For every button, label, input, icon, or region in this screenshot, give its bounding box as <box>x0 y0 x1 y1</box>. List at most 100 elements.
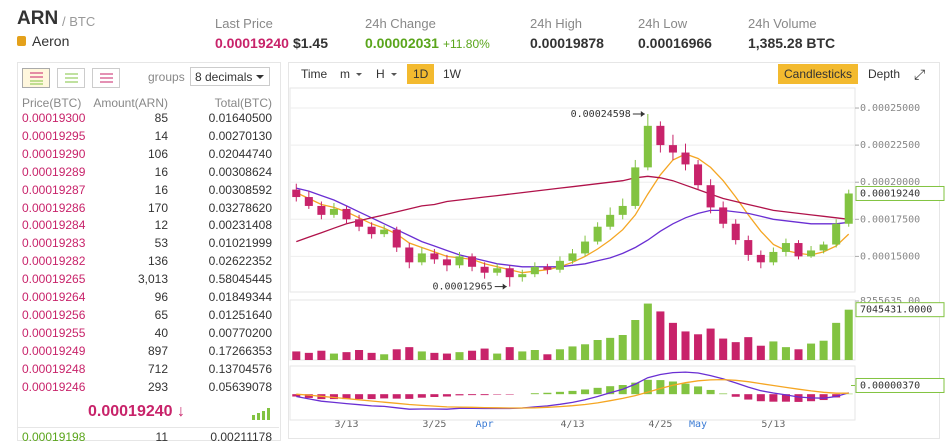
volume-bar <box>719 339 727 360</box>
x-tick-label: 3/13 <box>334 419 358 430</box>
stat-extra: +11.80% <box>443 37 490 51</box>
ask-price: 0.00019246 <box>22 380 85 394</box>
ask-total: 0.00270130 <box>209 129 272 143</box>
macd-bar <box>769 394 777 402</box>
candle-body <box>342 209 350 219</box>
volume-bar <box>380 354 388 360</box>
ask-price: 0.00019282 <box>22 254 85 268</box>
candle-body <box>669 145 677 152</box>
volume-bar <box>694 334 702 360</box>
toolbar-button[interactable]: 1W <box>437 64 467 84</box>
candle-body <box>694 164 702 185</box>
ask-amount: 3,013 <box>138 272 168 286</box>
column-header: Price(BTC) <box>22 96 81 110</box>
candle-body <box>556 261 564 270</box>
view-bids[interactable] <box>57 68 85 88</box>
volume-bar <box>807 344 815 360</box>
macd-bar <box>418 394 426 398</box>
candle-body <box>606 215 614 227</box>
volume-bar <box>631 320 639 360</box>
volume-bar <box>418 351 426 360</box>
volume-bar <box>832 323 840 360</box>
macd-bar <box>820 394 828 400</box>
current-value-box: 7045431.0000 <box>856 303 944 317</box>
view-both[interactable] <box>22 68 50 88</box>
macd-bar <box>543 393 551 394</box>
candle-body <box>732 224 740 240</box>
x-tick-label: May <box>689 419 707 430</box>
fullscreen[interactable]: ⤢ <box>914 66 925 83</box>
volume-bar <box>355 350 363 360</box>
ask-price: 0.00019265 <box>22 272 85 286</box>
x-tick-label: 4/13 <box>560 419 584 430</box>
stat-label: 24h High <box>530 16 582 31</box>
divider <box>17 427 279 428</box>
candle-body <box>581 242 589 254</box>
volume-bar <box>393 349 401 360</box>
volume-bar <box>656 311 664 360</box>
volume-bar <box>732 342 740 360</box>
macd-bar <box>794 394 802 402</box>
annotation: 0.00024598 <box>571 109 631 120</box>
candle-body <box>543 267 551 270</box>
current-value-label: 7045431.0000 <box>860 305 932 316</box>
view-asks[interactable] <box>92 68 120 88</box>
annotation: 0.00012965 <box>433 282 493 293</box>
ask-total: 0.05639078 <box>209 380 272 394</box>
ask-amount: 293 <box>148 380 168 394</box>
ask-total: 0.00231408 <box>209 218 272 232</box>
annotation-arrowhead <box>503 284 507 290</box>
toolbar-button[interactable]: Candlesticks <box>778 64 858 84</box>
pair: / BTC <box>62 14 95 29</box>
macd-bar <box>380 394 388 398</box>
toolbar-button[interactable]: Time <box>295 64 333 84</box>
stat-extra: $1.45 <box>293 35 328 51</box>
volume-bar <box>581 344 589 360</box>
stat-label: Last Price <box>215 16 273 31</box>
macd-bar <box>732 394 740 397</box>
candle-body <box>443 259 451 265</box>
macd-bar <box>430 394 438 397</box>
volume-bar <box>531 350 539 360</box>
toolbar-button[interactable]: m <box>334 64 366 84</box>
toolbar-button[interactable]: 1D <box>407 64 434 84</box>
volume-bar <box>455 352 463 360</box>
ask-amount: 712 <box>148 362 168 376</box>
candle-body <box>769 252 777 262</box>
ask-amount: 40 <box>155 326 168 340</box>
bid-total: 0.00211178 <box>210 430 272 444</box>
macd-bar <box>744 394 752 399</box>
macd-bar <box>707 390 715 394</box>
macd-bar <box>443 394 451 396</box>
ask-price: 0.00019256 <box>22 308 85 322</box>
ask-total: 0.01251640 <box>209 308 272 322</box>
y-tick-label: 0.00025000 <box>860 103 920 114</box>
signal-icon <box>251 407 271 425</box>
candle-body <box>820 245 828 251</box>
volume-bar <box>568 346 576 360</box>
candle-body <box>518 274 526 277</box>
macd-line <box>296 372 848 409</box>
stat-label: 24h Change <box>365 16 436 31</box>
volume-bar <box>493 354 501 360</box>
macd-bar <box>455 394 463 395</box>
moving-average <box>296 176 848 241</box>
volume-bar <box>644 304 652 360</box>
ask-price: 0.00019249 <box>22 344 85 358</box>
x-tick-label: 5/13 <box>761 419 785 430</box>
candle-body <box>757 255 765 262</box>
candle-body <box>594 227 602 242</box>
ask-total: 0.01849344 <box>209 290 272 304</box>
candle-body <box>531 267 539 274</box>
toolbar-button[interactable]: H <box>370 64 401 84</box>
charts: 0.000250000.000225000.000200000.00017500… <box>288 86 949 439</box>
ask-amount: 106 <box>148 147 168 161</box>
ask-total: 0.13704576 <box>209 362 272 376</box>
column-header: Total(BTC) <box>215 96 272 110</box>
macd-bar <box>594 388 602 394</box>
volume-bar <box>594 340 602 360</box>
stat-value: 0.00019878 <box>530 35 604 51</box>
toolbar-button[interactable]: Depth <box>862 64 906 84</box>
decimals-select[interactable]: 8 decimals <box>190 67 270 86</box>
